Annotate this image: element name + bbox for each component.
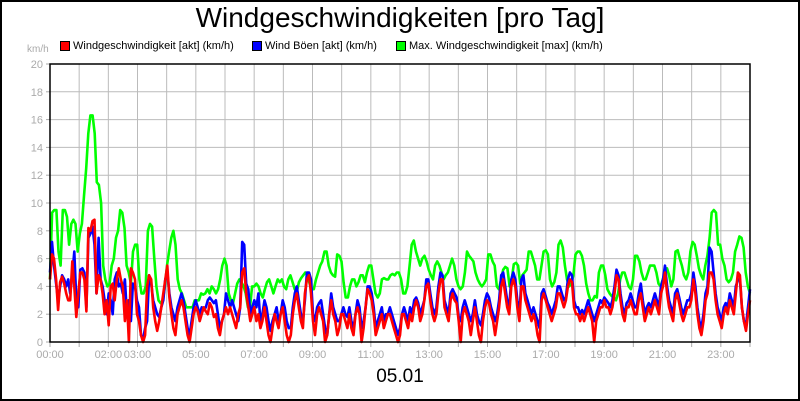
x-tick-label: 17:00 [532,349,560,361]
y-tick-label: 16 [31,115,43,127]
x-axis: 00:00 02:00 03:00 05:00 07:00 09:00 11:00 13:00… [36,342,751,361]
y-axis: 0 2 4 6 8 10 12 14 16 18 20 [31,59,50,349]
x-tick-label: 15:00 [474,349,502,361]
legend-item-max: Max. Windgeschwindigkeit [max] (km/h) [396,39,603,53]
y-tick-label: 8 [37,226,43,238]
x-tick-label: 11:00 [357,349,384,361]
y-tick-label: 10 [31,198,43,210]
legend-swatch-red-icon [60,41,70,51]
x-tick-label: 07:00 [240,349,268,361]
legend-label: Wind Böen [akt] (km/h) [265,40,377,52]
x-tick-label: 05:00 [182,349,210,361]
legend-label: Max. Windgeschwindigkeit [max] (km/h) [409,40,603,52]
y-tick-label: 12 [31,170,43,182]
y-tick-label: 20 [31,59,43,71]
legend-swatch-green-icon [396,41,406,51]
x-tick-label: 19:00 [590,349,618,361]
legend-swatch-blue-icon [252,41,262,51]
x-tick-label: 23:00 [707,349,735,361]
x-tick-label: 03:00 [124,349,152,361]
y-tick-label: 6 [37,254,43,266]
series-line [48,218,752,344]
plot-border [49,63,751,343]
y-tick-label: 14 [31,142,43,154]
legend-item-gusts: Wind Böen [akt] (km/h) [252,39,377,53]
x-tick-label: 13:00 [415,349,443,361]
x-tick-label: 09:00 [299,349,327,361]
y-tick-label: 0 [37,337,43,349]
chart-title: Windgeschwindigkeiten [pro Tag] [195,2,605,33]
data-series [48,114,752,344]
y-tick-label: 2 [37,309,43,321]
x-tick-label: 02:00 [95,349,123,361]
legend-label: Windgeschwindigkeit [akt] (km/h) [73,40,234,52]
y-tick-label: 18 [31,87,43,99]
x-tick-label: 21:00 [649,349,677,361]
y-tick-label: 4 [37,281,43,293]
y-axis-unit: km/h [27,44,49,55]
grid-lines [50,63,750,343]
date-label: 05.01 [376,366,424,387]
legend-item-windspeed: Windgeschwindigkeit [akt] (km/h) [60,39,234,53]
x-tick-label: 00:00 [36,349,64,361]
